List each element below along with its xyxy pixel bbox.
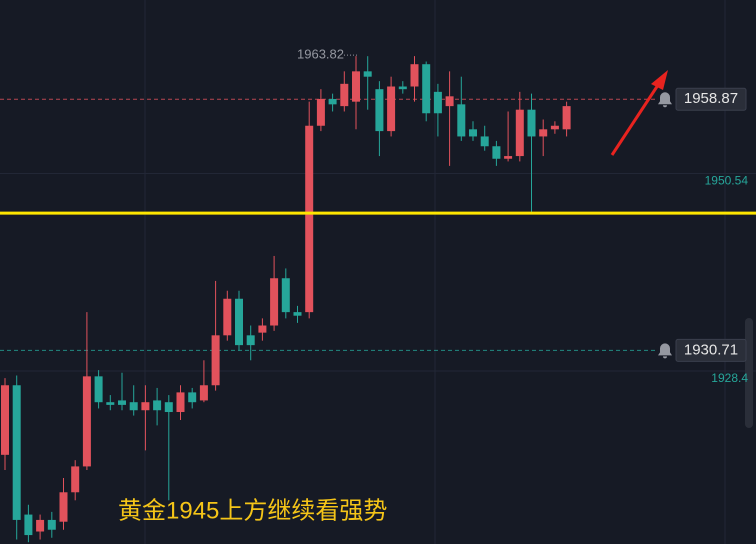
candle-body [129, 402, 138, 411]
arrow [610, 81, 662, 156]
candle-body [515, 109, 524, 157]
candle-body [246, 335, 255, 346]
candle-body [118, 400, 126, 405]
candle-body [316, 98, 325, 126]
candle-body [433, 91, 442, 114]
candle-body [59, 492, 68, 522]
candle-body [211, 335, 220, 386]
alert-bell [658, 343, 672, 359]
candle-body [410, 64, 419, 87]
candle-body [363, 71, 372, 77]
scrollbar[interactable] [745, 318, 753, 428]
candle-body [457, 104, 466, 137]
alert-label: 1958.87 [684, 90, 738, 107]
candle-body [258, 325, 267, 333]
candle-body [375, 89, 384, 132]
candle-body [305, 125, 314, 313]
candle-body [176, 392, 185, 413]
candle-body [223, 298, 232, 336]
candle-body [293, 312, 302, 316]
candle-body [235, 298, 243, 346]
alert-box [675, 87, 747, 111]
candle-body [141, 402, 150, 411]
candle-body [398, 86, 407, 90]
candle-body [12, 385, 21, 520]
candle-body [328, 98, 337, 105]
candle-body [445, 96, 454, 107]
candle-body [24, 514, 33, 536]
y-tick-label: 1950.54 [705, 174, 749, 188]
candle-body [340, 83, 349, 107]
y-tick-label: 1928.4 [711, 371, 748, 385]
candle-body [199, 385, 208, 401]
alert-bell [658, 92, 672, 108]
alert-label: 1930.71 [684, 341, 738, 358]
arrow-head [651, 70, 668, 90]
candle-body [352, 71, 360, 102]
candle-body [82, 376, 91, 467]
candle-body [422, 64, 431, 114]
candle-body [550, 125, 559, 130]
candle-body [469, 129, 477, 137]
candle-body [281, 278, 290, 313]
candle-body [36, 519, 45, 532]
candle-body [480, 136, 489, 147]
high-label: 1963.82 [297, 47, 344, 62]
candle-body [188, 392, 197, 403]
candle-body [164, 402, 173, 413]
candle-body [387, 86, 396, 132]
candle-body [527, 109, 536, 137]
candle-body [562, 106, 571, 130]
annotation: 黄金1945上方继续看强势 [118, 497, 387, 524]
candle-body [106, 402, 115, 405]
candle-body [270, 278, 279, 326]
candle-body [504, 156, 513, 159]
candle-body [47, 519, 56, 530]
candle-body [153, 400, 162, 411]
candle-body [1, 385, 9, 455]
candle-body [539, 129, 548, 137]
candle-body [71, 466, 80, 493]
candle-body [492, 146, 501, 159]
alert-box [675, 338, 747, 362]
candle-body [94, 376, 103, 403]
